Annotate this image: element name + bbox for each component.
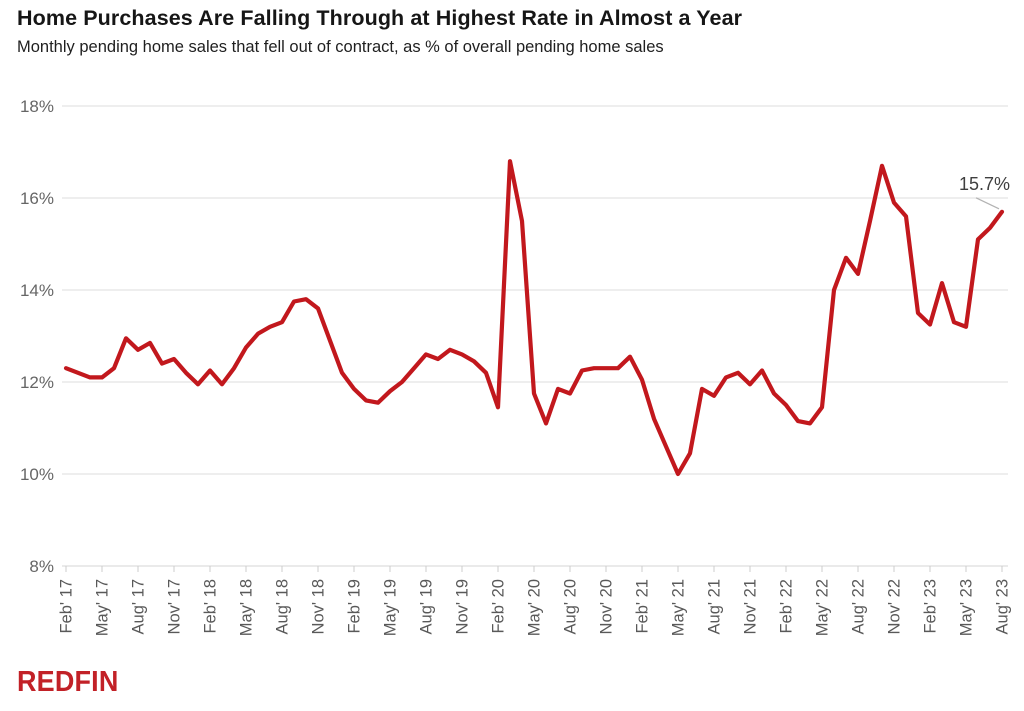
x-axis-label: Nov' 17 — [166, 579, 184, 634]
y-axis-label: 18% — [20, 97, 54, 116]
x-axis-label: May' 21 — [670, 579, 688, 636]
y-axis-label: 16% — [20, 189, 54, 208]
x-axis-label: May' 23 — [958, 579, 976, 636]
y-axis-label: 8% — [29, 557, 54, 576]
x-axis-label: Nov' 20 — [598, 579, 616, 634]
x-axis-label: Aug' 20 — [562, 579, 580, 634]
x-axis-label: May' 17 — [94, 579, 112, 636]
x-axis-label: May' 20 — [526, 579, 544, 636]
x-axis-label: Aug' 19 — [418, 579, 436, 634]
x-axis-label: May' 19 — [382, 579, 400, 636]
x-axis-label: Nov' 18 — [310, 579, 328, 634]
y-axis-label: 14% — [20, 281, 54, 300]
x-axis-label: Nov' 22 — [886, 579, 904, 634]
x-axis-label: Aug' 23 — [994, 579, 1012, 634]
chart-title: Home Purchases Are Falling Through at Hi… — [17, 6, 743, 30]
chart-subtitle: Monthly pending home sales that fell out… — [17, 38, 664, 56]
line-chart: 8% 10% 12% 14% 16% 18% Feb' 17 May' 17 Aug' 17 No… — [20, 97, 1012, 636]
x-axis-label: Feb' 20 — [490, 579, 508, 634]
x-axis-label: Nov' 19 — [454, 579, 472, 634]
x-axis-label: Aug' 17 — [130, 579, 148, 634]
x-axis-label: Feb' 22 — [778, 579, 796, 634]
x-axis-label: Feb' 23 — [922, 579, 940, 634]
end-value-label: 15.7% — [959, 174, 1010, 194]
x-axis-label: Aug' 22 — [850, 579, 868, 634]
x-axis-label: Feb' 21 — [634, 579, 652, 634]
x-axis-label: Aug' 18 — [274, 579, 292, 634]
x-axis-label: Nov' 21 — [742, 579, 760, 634]
x-axis-label: May' 18 — [238, 579, 256, 636]
annotation-leader-line — [975, 197, 1000, 210]
x-axis-label: Feb' 19 — [346, 579, 364, 634]
y-axis-label: 10% — [20, 465, 54, 484]
redfin-logo: REDFIN — [17, 666, 119, 698]
y-axis-label: 12% — [20, 373, 54, 392]
data-line — [63, 159, 1005, 477]
x-axis-label: Aug' 21 — [706, 579, 724, 634]
x-axis-label: Feb' 18 — [202, 579, 220, 634]
x-axis-label: Feb' 17 — [58, 579, 76, 634]
x-axis-label: May' 22 — [814, 579, 832, 636]
